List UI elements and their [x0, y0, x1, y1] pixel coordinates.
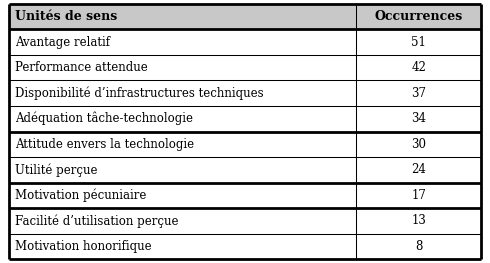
Text: Unités de sens: Unités de sens [15, 10, 117, 23]
Text: Adéquation tâche-technologie: Adéquation tâche-technologie [15, 112, 193, 125]
Text: Attitude envers la technologie: Attitude envers la technologie [15, 138, 194, 151]
Text: Avantage relatif: Avantage relatif [15, 36, 110, 49]
Text: Disponibilité d’infrastructures techniques: Disponibilité d’infrastructures techniqu… [15, 87, 263, 100]
Text: Utilité perçue: Utilité perçue [15, 163, 97, 176]
Text: 42: 42 [411, 61, 426, 74]
Text: Occurrences: Occurrences [374, 10, 463, 23]
Text: Performance attendue: Performance attendue [15, 61, 147, 74]
Text: 17: 17 [411, 189, 426, 202]
Text: 30: 30 [411, 138, 426, 151]
Text: 24: 24 [411, 163, 426, 176]
Text: 34: 34 [411, 112, 426, 125]
Text: Motivation honorifique: Motivation honorifique [15, 240, 151, 253]
Text: 37: 37 [411, 87, 426, 100]
Text: 51: 51 [411, 36, 426, 49]
Text: 13: 13 [411, 214, 426, 227]
Bar [9, 4, 481, 29]
Text: 8: 8 [415, 240, 422, 253]
Text: Motivation pécuniaire: Motivation pécuniaire [15, 189, 146, 202]
Text: Facilité d’utilisation perçue: Facilité d’utilisation perçue [15, 214, 178, 227]
